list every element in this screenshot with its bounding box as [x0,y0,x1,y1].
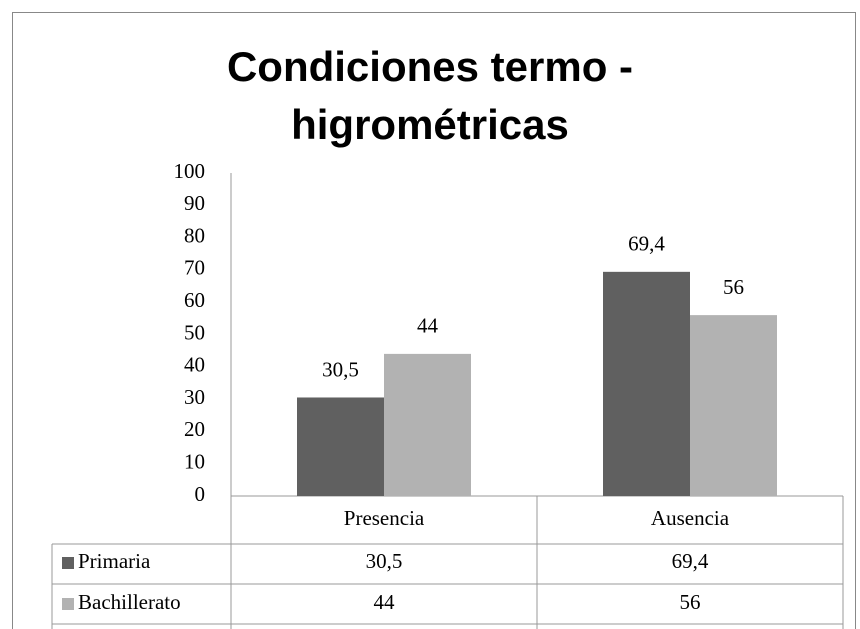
y-tick-label: 50 [184,320,205,344]
data-label: 44 [417,314,439,338]
bar [603,271,690,496]
table-cell: 44 [374,590,396,614]
legend-key [62,598,74,610]
y-tick-label: 20 [184,417,205,441]
y-tick-label: 0 [195,482,206,506]
chart-title: Condiciones termo - higrométricas [226,43,634,148]
y-tick-label: 60 [184,288,205,312]
table-cell: 30,5 [366,549,403,573]
y-tick-label: 70 [184,256,205,280]
table-cell: 56 [680,590,701,614]
y-tick-label: 90 [184,191,205,215]
y-tick-label: 100 [174,159,206,183]
chart-border [12,12,856,629]
data-label: 56 [723,275,744,299]
data-label: 30,5 [322,357,359,381]
x-tick-label: Ausencia [651,506,730,530]
y-tick-label: 30 [184,385,205,409]
bar [384,353,471,496]
legend-key [62,557,74,569]
bar [690,315,777,496]
legend-label: Primaria [78,549,151,573]
y-tick-label: 80 [184,223,205,247]
legend-label: Bachillerato [78,590,181,614]
y-tick-label: 40 [184,353,205,377]
data-label: 69,4 [628,232,665,256]
x-tick-label: Presencia [344,506,425,530]
table-cell: 69,4 [672,549,709,573]
bar [297,397,384,496]
y-tick-label: 10 [184,450,205,474]
